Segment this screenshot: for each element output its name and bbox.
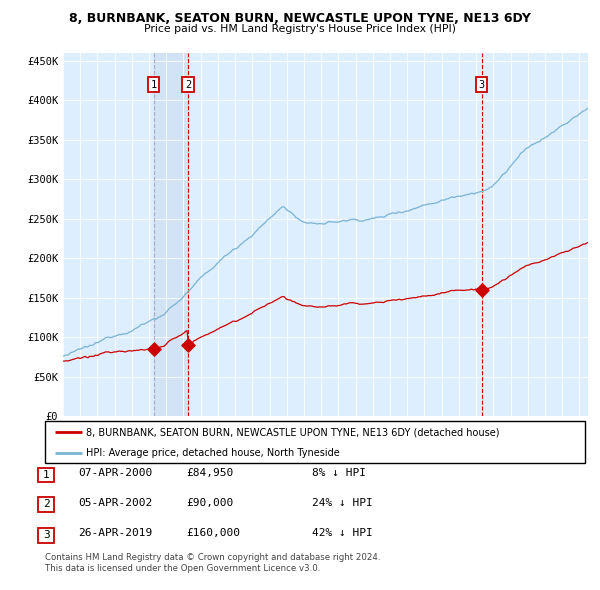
Text: 8% ↓ HPI: 8% ↓ HPI	[312, 468, 366, 478]
Text: 2: 2	[185, 80, 191, 90]
Text: £160,000: £160,000	[186, 529, 240, 538]
Text: 3: 3	[479, 80, 485, 90]
Point	[477, 285, 487, 294]
Text: 1: 1	[151, 80, 157, 90]
Text: 8, BURNBANK, SEATON BURN, NEWCASTLE UPON TYNE, NE13 6DY: 8, BURNBANK, SEATON BURN, NEWCASTLE UPON…	[69, 12, 531, 25]
Text: 42% ↓ HPI: 42% ↓ HPI	[312, 529, 373, 538]
Text: 07-APR-2000: 07-APR-2000	[78, 468, 152, 478]
Text: 05-APR-2002: 05-APR-2002	[78, 498, 152, 507]
Bar	[154, 53, 188, 416]
Text: 26-APR-2019: 26-APR-2019	[78, 529, 152, 538]
Text: 1: 1	[43, 470, 50, 480]
Point	[149, 344, 158, 353]
Text: 24% ↓ HPI: 24% ↓ HPI	[312, 498, 373, 507]
Point	[183, 340, 193, 350]
Text: £84,950: £84,950	[186, 468, 233, 478]
Text: £90,000: £90,000	[186, 498, 233, 507]
Text: Price paid vs. HM Land Registry's House Price Index (HPI): Price paid vs. HM Land Registry's House …	[144, 24, 456, 34]
Text: This data is licensed under the Open Government Licence v3.0.: This data is licensed under the Open Gov…	[45, 565, 320, 573]
Text: 8, BURNBANK, SEATON BURN, NEWCASTLE UPON TYNE, NE13 6DY (detached house): 8, BURNBANK, SEATON BURN, NEWCASTLE UPON…	[86, 427, 499, 437]
Text: HPI: Average price, detached house, North Tyneside: HPI: Average price, detached house, Nort…	[86, 448, 339, 457]
Text: Contains HM Land Registry data © Crown copyright and database right 2024.: Contains HM Land Registry data © Crown c…	[45, 553, 380, 562]
Text: 3: 3	[43, 530, 50, 540]
Text: 2: 2	[43, 500, 50, 509]
